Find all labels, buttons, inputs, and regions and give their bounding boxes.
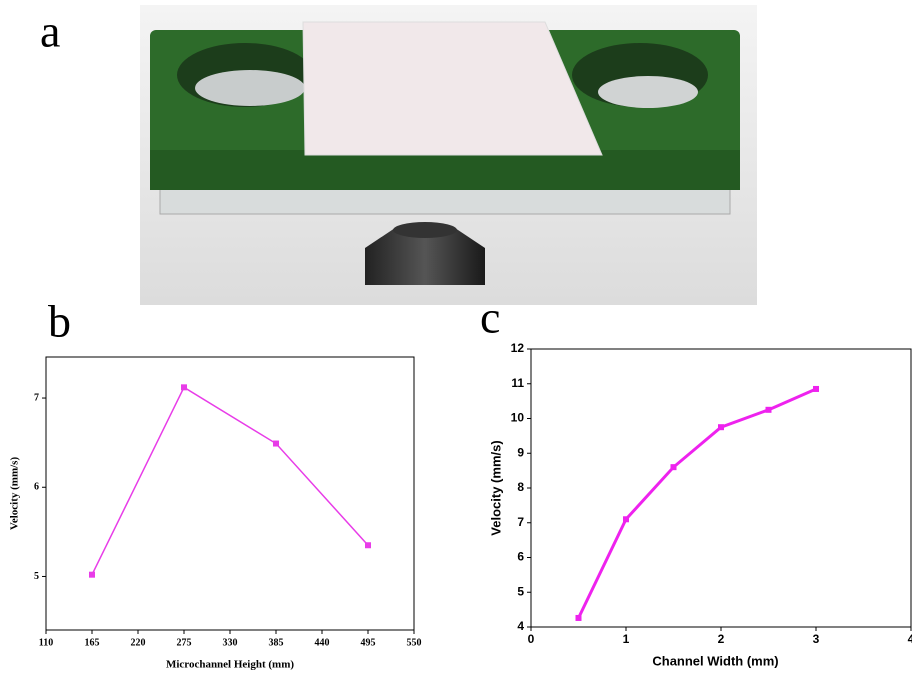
data-point	[813, 385, 819, 392]
y-tick-label: 7	[34, 392, 39, 403]
x-tick-label: 1	[623, 632, 630, 646]
data-line	[91, 386, 369, 576]
panel-label: a	[40, 6, 60, 57]
x-tick-label: 110	[39, 637, 53, 648]
y-tick-label: 11	[511, 376, 524, 390]
x-axis-title: Microchannel Height (mm)	[166, 659, 294, 671]
x-tick-label: 385	[269, 637, 284, 648]
data-point	[670, 464, 677, 471]
y-tick-label: 4	[517, 619, 524, 633]
y-axis-title: Velocity (mm/s)	[9, 457, 21, 531]
panel-label: b	[48, 296, 71, 347]
x-tick-label: 275	[177, 637, 192, 648]
x-tick-label: 3	[813, 632, 820, 646]
x-tick-label: 495	[361, 637, 376, 648]
y-tick-label: 7	[517, 515, 524, 529]
y-tick-label: 6	[517, 550, 524, 564]
data-line	[577, 387, 817, 619]
left-reservoir	[195, 70, 305, 106]
magnet-top	[393, 222, 457, 238]
data-point	[365, 542, 371, 549]
panel-label: c	[480, 292, 500, 343]
y-tick-label: 10	[511, 411, 525, 425]
x-tick-label: 440	[315, 637, 330, 648]
holder-side	[150, 150, 740, 190]
x-axis-title: Channel Width (mm)	[652, 653, 778, 668]
x-tick-label: 165	[85, 637, 100, 648]
data-point	[718, 424, 724, 431]
paper-chip	[302, 21, 603, 156]
y-tick-label: 5	[517, 584, 524, 598]
y-tick-label: 9	[517, 445, 524, 459]
glass-base	[159, 187, 731, 215]
right-reservoir	[598, 76, 698, 108]
x-tick-label: 4	[908, 632, 912, 646]
y-tick-label: 8	[517, 480, 524, 494]
data-point	[575, 614, 582, 621]
y-axis-title: Velocity (mm/s)	[488, 440, 503, 535]
magnet	[365, 228, 485, 285]
data-point	[181, 384, 187, 391]
data-point	[623, 516, 629, 523]
device-photo	[140, 5, 757, 305]
x-tick-label: 0	[528, 632, 535, 646]
data-point	[765, 406, 772, 413]
data-point	[89, 571, 95, 578]
chart: 110 165 220 275 330 385 440 495 550 5 6 7 Microchann…	[9, 356, 422, 671]
y-tick-label: 6	[34, 482, 39, 493]
x-tick-label: 2	[718, 632, 725, 646]
y-tick-label: 5	[34, 571, 39, 582]
x-tick-label: 550	[407, 637, 422, 648]
plot-frame	[45, 356, 415, 631]
plot-frame	[530, 348, 912, 628]
y-tick-label: 12	[511, 341, 525, 355]
x-tick-label: 330	[223, 637, 238, 648]
x-tick-label: 220	[131, 637, 146, 648]
data-point	[273, 440, 279, 447]
